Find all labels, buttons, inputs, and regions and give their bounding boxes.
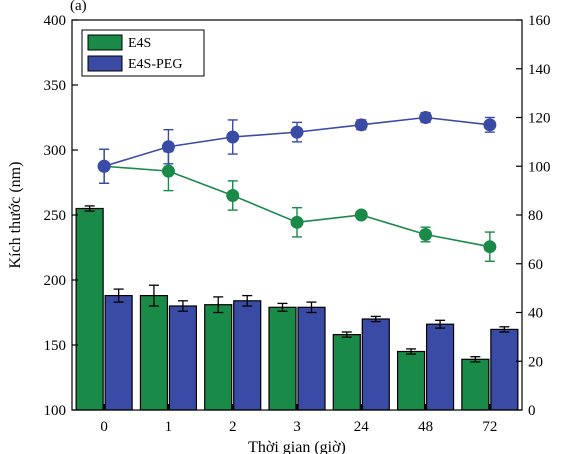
line-point-0-48 [419,228,433,241]
line-point-0-24 [354,208,368,222]
x-tick-label: 0 [100,419,108,435]
panel-label: (a) [70,0,87,14]
x-axis-ticks: 0 1 2 3 24 48 72 [100,404,497,435]
bar-error-e4s-3 [277,302,288,312]
line-point-0-1 [161,164,175,178]
legend: E4S E4S-PEG [81,29,205,77]
line-point-0-2 [226,189,240,202]
bar-e4s-3 [268,306,297,411]
line-point-1-2 [226,130,240,144]
bar-e4s-2 [204,304,233,411]
bar-e4s-peg-0 [104,295,133,411]
bar-e4s-peg-2 [233,300,262,411]
x-tick-label: 72 [482,419,497,435]
bar-e4s-48 [396,350,426,411]
left-tick-label: 150 [44,338,67,354]
right-tick-label: 140 [528,62,551,78]
left-axis-ticks: 100 150 200 250 300 350 400 [44,13,78,419]
left-tick-label: 350 [44,78,67,94]
line-point-1-72 [483,118,497,132]
right-tick-label: 160 [528,13,551,29]
left-tick-label: 300 [44,143,67,159]
legend-label-e4s-peg: E4S-PEG [128,57,182,72]
bar-e4s-72 [461,358,490,411]
bar-error-e4s-72 [470,356,481,363]
right-tick-label: 80 [528,208,543,224]
bar-error-e4s-peg-3 [306,301,317,314]
bar-error-e4s-48 [406,348,417,355]
bar-error-e4s-peg-2 [242,294,253,307]
y-axis-label: Kích thước (nm) [7,162,24,269]
line-point-1-1 [161,140,175,154]
x-tick-label: 1 [165,419,173,435]
right-axis-ticks: 0 20 40 60 80 100 120 140 160 [516,13,551,419]
line-point-1-0 [97,159,111,173]
line-point-0-3 [290,215,304,229]
bar-error-e4s-peg-48 [435,319,446,329]
bar-error-e4s-peg-72 [499,326,510,333]
x-tick-label: 3 [293,419,301,435]
right-tick-label: 0 [528,403,536,419]
legend-label-e4s: E4S [128,36,151,51]
lines-layer [97,111,497,263]
bar-error-e4s-peg-1 [177,300,188,312]
bar-e4s-peg-48 [425,323,455,411]
legend-swatch-e4s [87,34,123,51]
bar-error-e4s-0 [84,205,95,212]
bar-error-e4s-peg-0 [113,288,124,303]
line-point-0-72 [483,240,497,254]
right-tick-label: 60 [528,257,543,273]
bar-e4s-peg-24 [361,318,390,411]
bars-layer [75,205,519,411]
right-tick-label: 120 [528,111,551,127]
x-axis-label: Thời gian (giờ) [248,439,346,454]
x-tick-label: 24 [354,419,370,435]
line-point-1-24 [354,118,368,132]
legend-swatch-e4s-peg [87,55,123,72]
left-tick-label: 200 [44,273,67,289]
bar-error-e4s-2 [213,296,224,314]
bar-e4s-1 [139,295,169,411]
left-tick-label: 400 [44,13,67,29]
line-point-1-3 [290,125,304,139]
bar-error-e4s-24 [341,331,352,338]
line-point-1-48 [419,111,433,124]
left-tick-label: 250 [44,208,67,224]
x-tick-label: 2 [229,419,237,435]
bar-e4s-peg-72 [490,328,519,411]
bar-e4s-0 [75,207,104,411]
bar-e4s-24 [332,334,361,411]
left-tick-label: 100 [44,403,67,419]
right-tick-label: 20 [528,354,543,370]
right-tick-label: 40 [528,306,543,322]
bar-e4s-peg-3 [297,306,326,411]
bar-error-e4s-peg-24 [370,315,381,323]
bar-e4s-peg-1 [168,305,198,411]
bar-error-e4s-1 [148,284,159,307]
right-tick-label: 100 [528,159,551,175]
x-tick-label: 48 [418,419,433,435]
